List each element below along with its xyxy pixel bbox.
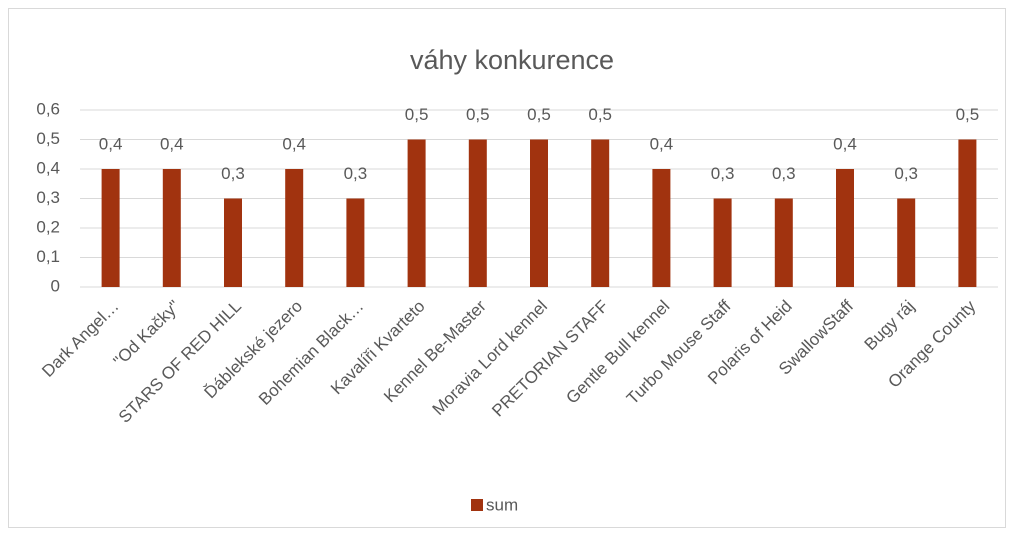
- bar: [774, 198, 793, 287]
- legend-swatch: [471, 499, 483, 511]
- y-tick-label: 0,2: [36, 217, 60, 236]
- bar: [713, 198, 732, 287]
- bar: [346, 198, 365, 287]
- data-label: 0,5: [527, 105, 551, 124]
- data-label: 0,3: [772, 164, 796, 183]
- chart-title: váhy konkurence: [410, 45, 614, 75]
- bar: [530, 139, 548, 287]
- data-label: 0,3: [344, 164, 368, 183]
- data-label: 0,3: [221, 164, 245, 183]
- y-tick-label: 0,3: [36, 188, 60, 207]
- bar: [162, 169, 181, 287]
- bar: [407, 139, 426, 287]
- legend-label: sum: [486, 495, 518, 514]
- chart-border: [8, 8, 1006, 528]
- y-tick-label: 0,6: [36, 99, 60, 118]
- bar: [468, 139, 487, 287]
- data-label: 0,3: [711, 164, 735, 183]
- y-tick-label: 0,5: [36, 129, 60, 148]
- data-label: 0,5: [466, 105, 490, 124]
- bar: [958, 139, 977, 287]
- y-tick-label: 0: [51, 276, 60, 295]
- y-tick-label: 0,4: [36, 158, 60, 177]
- data-label: 0,4: [650, 134, 674, 153]
- bar: [897, 198, 916, 287]
- data-label: 0,5: [956, 105, 980, 124]
- bar: [101, 169, 120, 287]
- bar: [285, 169, 304, 287]
- data-label: 0,4: [833, 134, 857, 153]
- data-label: 0,4: [99, 134, 123, 153]
- bar: [591, 139, 610, 287]
- data-label: 0,5: [588, 105, 612, 124]
- bar: [652, 169, 671, 287]
- bar: [836, 169, 854, 287]
- data-label: 0,4: [282, 134, 306, 153]
- data-label: 0,3: [894, 164, 918, 183]
- y-tick-label: 0,1: [36, 247, 60, 266]
- data-label: 0,5: [405, 105, 429, 124]
- bar: [224, 198, 242, 287]
- data-label: 0,4: [160, 134, 184, 153]
